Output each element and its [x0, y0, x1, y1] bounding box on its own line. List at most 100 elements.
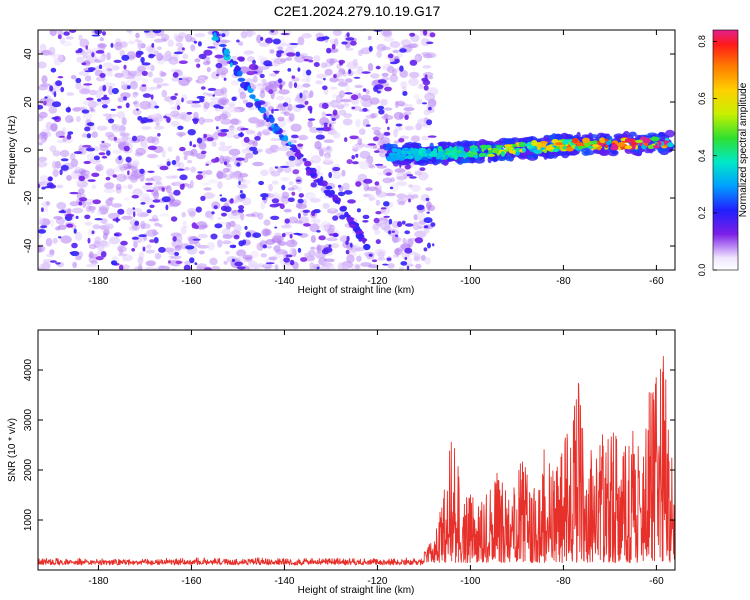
heatmap-cell: [198, 76, 205, 84]
heatmap-cell: [272, 38, 281, 45]
heatmap-cell: [281, 184, 286, 191]
heatmap-cell: [105, 176, 111, 181]
heatmap-cell: [147, 170, 155, 173]
heatmap-cell: [299, 92, 303, 99]
heatmap-cell: [38, 229, 47, 234]
heatmap-cell: [249, 146, 258, 152]
heatmap-cell: [220, 118, 232, 125]
heatmap-cell: [98, 152, 106, 156]
heatmap-cell: [416, 204, 425, 211]
heatmap-cell: [522, 147, 526, 153]
heatmap-cell: [523, 143, 533, 147]
heatmap-cell: [630, 141, 638, 146]
heatmap-cell: [167, 146, 173, 152]
heatmap-cell: [409, 59, 418, 66]
heatmap-cell: [341, 41, 348, 45]
heatmap-cell: [121, 215, 133, 220]
heatmap-cell: [159, 70, 165, 78]
heatmap-cell: [213, 104, 221, 109]
heatmap-cell: [377, 172, 384, 176]
heatmap-cell: [564, 150, 574, 156]
heatmap-cell: [313, 209, 321, 214]
heatmap-cell: [242, 179, 251, 185]
snr-x-tick-label: -140: [274, 576, 294, 587]
heatmap-cell: [244, 225, 248, 230]
heatmap-cell: [414, 155, 421, 162]
heatmap-cell: [533, 149, 542, 154]
heatmap-cell: [156, 46, 162, 50]
heatmap-cell: [143, 30, 150, 33]
heatmap-cell: [412, 221, 420, 231]
heatmap-cell: [242, 99, 249, 104]
heatmap-cell: [75, 231, 83, 241]
heatmap-cell: [161, 89, 168, 98]
heatmap-cell: [224, 51, 230, 56]
heatmap-cell: [152, 30, 162, 34]
heatmap-cell: [229, 62, 233, 68]
heatmap-cell: [289, 247, 296, 256]
heatmap-cell: [288, 112, 295, 122]
heatmap-cell: [209, 257, 218, 266]
heatmap-cell: [257, 131, 262, 138]
heatmap-cell: [279, 84, 283, 90]
heatmap-cell: [316, 244, 322, 254]
heatmap-y-axis-label: Frequency (Hz): [7, 116, 18, 185]
heatmap-cell: [284, 218, 290, 224]
heatmap-cell: [131, 194, 139, 199]
heatmap-cell: [60, 86, 65, 93]
heatmap-cell: [148, 218, 160, 222]
heatmap-cell: [352, 161, 359, 165]
heatmap-cell: [269, 116, 275, 124]
heatmap-cell: [102, 113, 112, 117]
heatmap-cell: [194, 58, 201, 63]
heatmap-cell: [121, 134, 129, 143]
heatmap-cell: [315, 127, 324, 131]
heatmap-cell: [378, 151, 388, 158]
heatmap-cell: [257, 212, 264, 220]
heatmap-cell: [203, 192, 215, 199]
heatmap-cell: [321, 249, 329, 255]
heatmap-cell: [658, 147, 669, 152]
heatmap-cell: [91, 184, 97, 190]
heatmap-cell: [112, 167, 122, 173]
heatmap-cell: [161, 196, 171, 203]
heatmap-cell: [368, 45, 373, 52]
heatmap-cell: [211, 265, 221, 270]
heatmap-cell: [329, 58, 335, 66]
heatmap-cell: [277, 146, 290, 152]
heatmap-cell: [616, 142, 626, 148]
heatmap-cell: [86, 122, 95, 127]
heatmap-cell: [189, 212, 196, 218]
heatmap-cell: [70, 75, 77, 80]
heatmap-cell: [131, 166, 138, 174]
heatmap-cell: [310, 155, 322, 164]
heatmap-cell: [132, 207, 136, 210]
heatmap-cell: [394, 58, 400, 64]
heatmap-cell: [203, 49, 213, 56]
heatmap-cell: [329, 77, 339, 83]
heatmap-cell: [265, 37, 273, 44]
heatmap-cell: [344, 190, 353, 195]
heatmap-cell: [334, 38, 339, 46]
heatmap-cell: [53, 53, 64, 62]
heatmap-cell: [427, 135, 437, 138]
heatmap-cell: [252, 59, 256, 65]
heatmap-cell: [71, 242, 78, 249]
heatmap-cell: [94, 66, 100, 71]
heatmap-cell: [376, 50, 383, 58]
heatmap-cell: [385, 118, 389, 124]
heatmap-cell: [145, 249, 156, 254]
heatmap-cell: [658, 131, 666, 137]
heatmap-cell: [240, 190, 243, 194]
colorbar-tick-label: 0.0: [697, 264, 707, 277]
heatmap-cell: [141, 126, 152, 130]
heatmap-cell: [272, 235, 284, 243]
heatmap-cell: [265, 84, 278, 94]
heatmap-cell: [268, 80, 277, 86]
heatmap-cell: [49, 30, 57, 37]
heatmap-cell: [151, 229, 158, 236]
heatmap-cell: [322, 203, 330, 209]
heatmap-cell: [78, 188, 85, 195]
heatmap-cell: [260, 169, 269, 176]
heatmap-cell: [236, 39, 240, 43]
